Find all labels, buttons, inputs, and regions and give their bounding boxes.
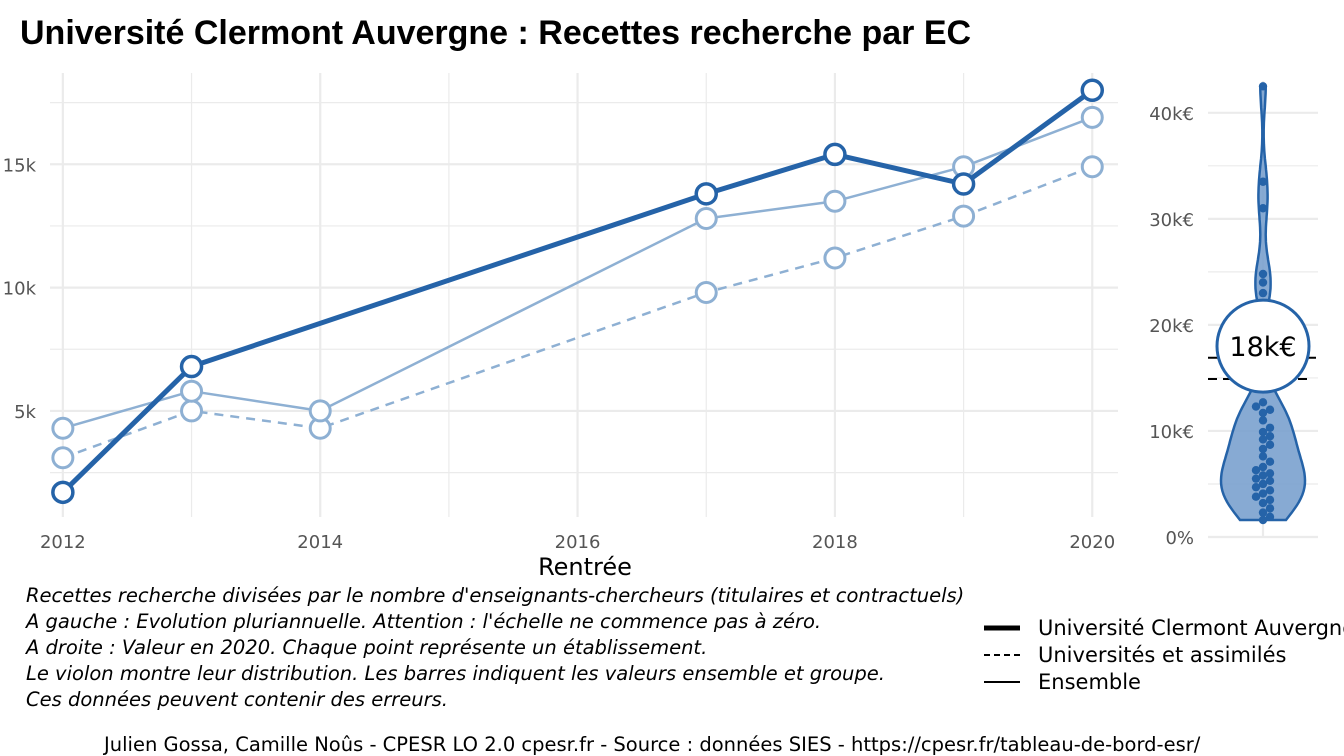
- series-point-dashed: [694, 281, 718, 305]
- x-tick-label: 2016: [555, 532, 601, 553]
- violin-point: [1258, 444, 1268, 454]
- violin-y-tick-label: 40k€: [1149, 104, 1194, 125]
- highlight-bubble: [1215, 298, 1311, 394]
- left-tick-labels: 2012 2014 2016 2018 2020 5k 10k 15k: [3, 155, 1115, 553]
- legend-key-dashed: [984, 650, 1020, 660]
- highlight-value-label: 18k€: [1229, 332, 1296, 363]
- violin-point: [1265, 423, 1275, 432]
- violin-point: [1258, 204, 1268, 213]
- violin-point: [1258, 479, 1268, 489]
- series-point-thick: [951, 172, 976, 196]
- caption: Recettes recherche divisées par le nombr…: [26, 583, 964, 713]
- violin-point: [1258, 471, 1268, 480]
- series-point-thin: [51, 416, 75, 440]
- violin-plot: 18k€: [1208, 82, 1316, 525]
- series-point-dashed: [180, 399, 204, 423]
- series-point-thick: [823, 142, 847, 167]
- violin-point: [1258, 427, 1268, 437]
- violin-point: [1265, 512, 1275, 522]
- series-point-thin: [823, 189, 847, 213]
- violin-point: [1258, 278, 1268, 287]
- violin-point: [1258, 498, 1268, 508]
- legend-item-ensemble: Ensemble: [984, 668, 1344, 695]
- series-line-thick: [61, 88, 1094, 495]
- series-point-dashed: [51, 446, 75, 470]
- series-point-thin: [694, 207, 718, 231]
- violin-y-tick-label: 0%: [1165, 528, 1194, 549]
- violin-y-tick-label: 20k€: [1149, 316, 1194, 337]
- violin-point: [1265, 476, 1275, 485]
- violin-point: [1258, 416, 1268, 425]
- legend-label: Université Clermont Auvergne: [1038, 615, 1344, 640]
- violin-point: [1258, 398, 1268, 407]
- violin-point: [1265, 405, 1275, 414]
- violin-point: [1251, 482, 1261, 492]
- caption-line: Ces données peuvent contenir des erreurs…: [26, 688, 448, 711]
- violin-point: [1258, 177, 1268, 186]
- series-point-thick: [1080, 78, 1105, 103]
- violin-y-tick-label: 10k€: [1149, 422, 1194, 443]
- violin-point: [1258, 515, 1268, 525]
- violin-point: [1265, 440, 1275, 449]
- series-point-dashed: [952, 204, 976, 228]
- caption-line: Recettes recherche divisées par le nombr…: [26, 584, 965, 607]
- footer-credits: Julien Gossa, Camille Noûs - CPESR LO 2.…: [104, 733, 1201, 756]
- violin-point: [1265, 432, 1275, 441]
- violin-point: [1258, 82, 1268, 91]
- legend-item-uca: Université Clermont Auvergne: [984, 614, 1344, 641]
- violin-point: [1258, 452, 1268, 461]
- legend: Université Clermont Auvergne Universités…: [984, 614, 1344, 695]
- series-point-thin: [180, 379, 204, 403]
- caption-line: A gauche : Evolution pluriannuelle. Atte…: [26, 610, 822, 633]
- series-point-thick: [51, 480, 75, 505]
- legend-label: Universités et assimilés: [1038, 642, 1287, 667]
- caption-line: A droite : Valeur en 2020. Chaque point …: [26, 636, 708, 659]
- violin-point: [1265, 495, 1275, 505]
- x-axis-title: Rentrée: [538, 553, 632, 581]
- violin-point: [1251, 465, 1261, 475]
- x-tick-label: 2014: [297, 532, 343, 553]
- legend-key-thin: [984, 677, 1020, 687]
- violin-point: [1265, 486, 1275, 495]
- x-tick-label: 2018: [812, 532, 858, 553]
- violin-point: [1258, 435, 1268, 444]
- left-series-points: [51, 78, 1105, 505]
- violin-point: [1258, 508, 1268, 517]
- legend-label: Ensemble: [1038, 669, 1141, 694]
- violin-y-tick-label: 30k€: [1149, 210, 1194, 231]
- series-point-dashed: [1080, 155, 1104, 179]
- legend-key-thick: [984, 623, 1020, 633]
- violin-point: [1265, 504, 1275, 513]
- y-tick-label: 5k: [14, 402, 36, 423]
- violin-point: [1258, 489, 1268, 498]
- x-tick-label: 2012: [40, 532, 86, 553]
- series-point-thin: [308, 399, 332, 423]
- legend-item-universites: Universités et assimilés: [984, 641, 1344, 668]
- violin-point: [1265, 469, 1275, 478]
- series-point-thin: [1080, 105, 1104, 129]
- y-tick-label: 10k: [3, 279, 37, 300]
- chart-title: Université Clermont Auvergne : Recettes …: [20, 14, 972, 52]
- caption-line: Le violon montre leur distribution. Les …: [26, 662, 885, 685]
- left-gridlines: [50, 73, 1118, 517]
- violin-point: [1258, 269, 1268, 279]
- series-point-thick: [179, 354, 204, 379]
- series-point-thick: [694, 182, 718, 206]
- violin-point: [1251, 474, 1261, 483]
- violin-point: [1265, 457, 1275, 466]
- violin-point: [1258, 288, 1268, 298]
- violin-point: [1258, 462, 1268, 472]
- violin-point: [1251, 492, 1261, 501]
- violin-point: [1251, 402, 1261, 411]
- right-tick-labels: 0% 10k€ 20k€ 30k€ 40k€: [1149, 104, 1194, 549]
- y-tick-label: 15k: [3, 155, 37, 176]
- series-point-dashed: [823, 246, 847, 270]
- violin-point: [1258, 408, 1268, 418]
- x-tick-label: 2020: [1069, 532, 1115, 553]
